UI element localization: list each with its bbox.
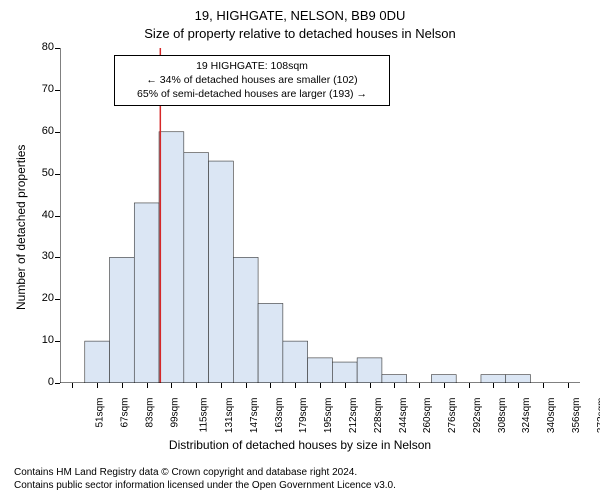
x-tick-label: 179sqm — [299, 398, 310, 434]
x-tick-label: 228sqm — [373, 398, 384, 434]
x-tick-label: 99sqm — [169, 398, 180, 428]
y-axis-label: Number of detached properties — [14, 145, 28, 310]
x-tick-label: 195sqm — [323, 398, 334, 434]
annotation-line-3: 65% of semi-detached houses are larger (… — [121, 87, 383, 101]
chart-title-2: Size of property relative to detached ho… — [0, 26, 600, 41]
footer-text: Contains HM Land Registry data © Crown c… — [14, 466, 396, 492]
y-tick-label: 0 — [30, 376, 54, 388]
annotation-line-2: ← 34% of detached houses are smaller (10… — [121, 73, 383, 87]
x-tick-label: 324sqm — [521, 398, 532, 434]
x-tick-label: 212sqm — [348, 398, 359, 434]
y-tick-label: 10 — [30, 334, 54, 346]
footer-line-1: Contains HM Land Registry data © Crown c… — [14, 466, 396, 479]
x-tick-label: 372sqm — [596, 398, 600, 434]
y-tick-label: 20 — [30, 292, 54, 304]
x-tick-label: 67sqm — [120, 398, 131, 428]
x-tick-label: 292sqm — [472, 398, 483, 434]
x-tick-label: 308sqm — [497, 398, 508, 434]
x-tick-label: 51sqm — [95, 398, 106, 428]
y-tick-label: 30 — [30, 250, 54, 262]
y-tick-label: 70 — [30, 83, 54, 95]
x-tick-label: 244sqm — [398, 398, 409, 434]
y-tick-label: 80 — [30, 41, 54, 53]
x-tick-label: 131sqm — [224, 398, 235, 434]
x-tick-label: 356sqm — [571, 398, 582, 434]
x-tick-label: 260sqm — [422, 398, 433, 434]
x-axis-label: Distribution of detached houses by size … — [0, 438, 600, 452]
x-tick-label: 83sqm — [144, 398, 155, 428]
x-tick-label: 276sqm — [447, 398, 458, 434]
chart-container: 19, HIGHGATE, NELSON, BB9 0DU Size of pr… — [0, 0, 600, 500]
y-tick-label: 50 — [30, 167, 54, 179]
annotation-box: 19 HIGHGATE: 108sqm ← 34% of detached ho… — [114, 55, 390, 106]
y-tick-label: 40 — [30, 209, 54, 221]
chart-title-1: 19, HIGHGATE, NELSON, BB9 0DU — [0, 8, 600, 23]
x-tick-label: 147sqm — [249, 398, 260, 434]
x-tick-label: 163sqm — [274, 398, 285, 434]
footer-line-2: Contains public sector information licen… — [14, 479, 396, 492]
x-tick-label: 115sqm — [199, 398, 210, 433]
y-tick-label: 60 — [30, 125, 54, 137]
x-tick-label: 340sqm — [546, 398, 557, 434]
annotation-line-1: 19 HIGHGATE: 108sqm — [121, 59, 383, 73]
